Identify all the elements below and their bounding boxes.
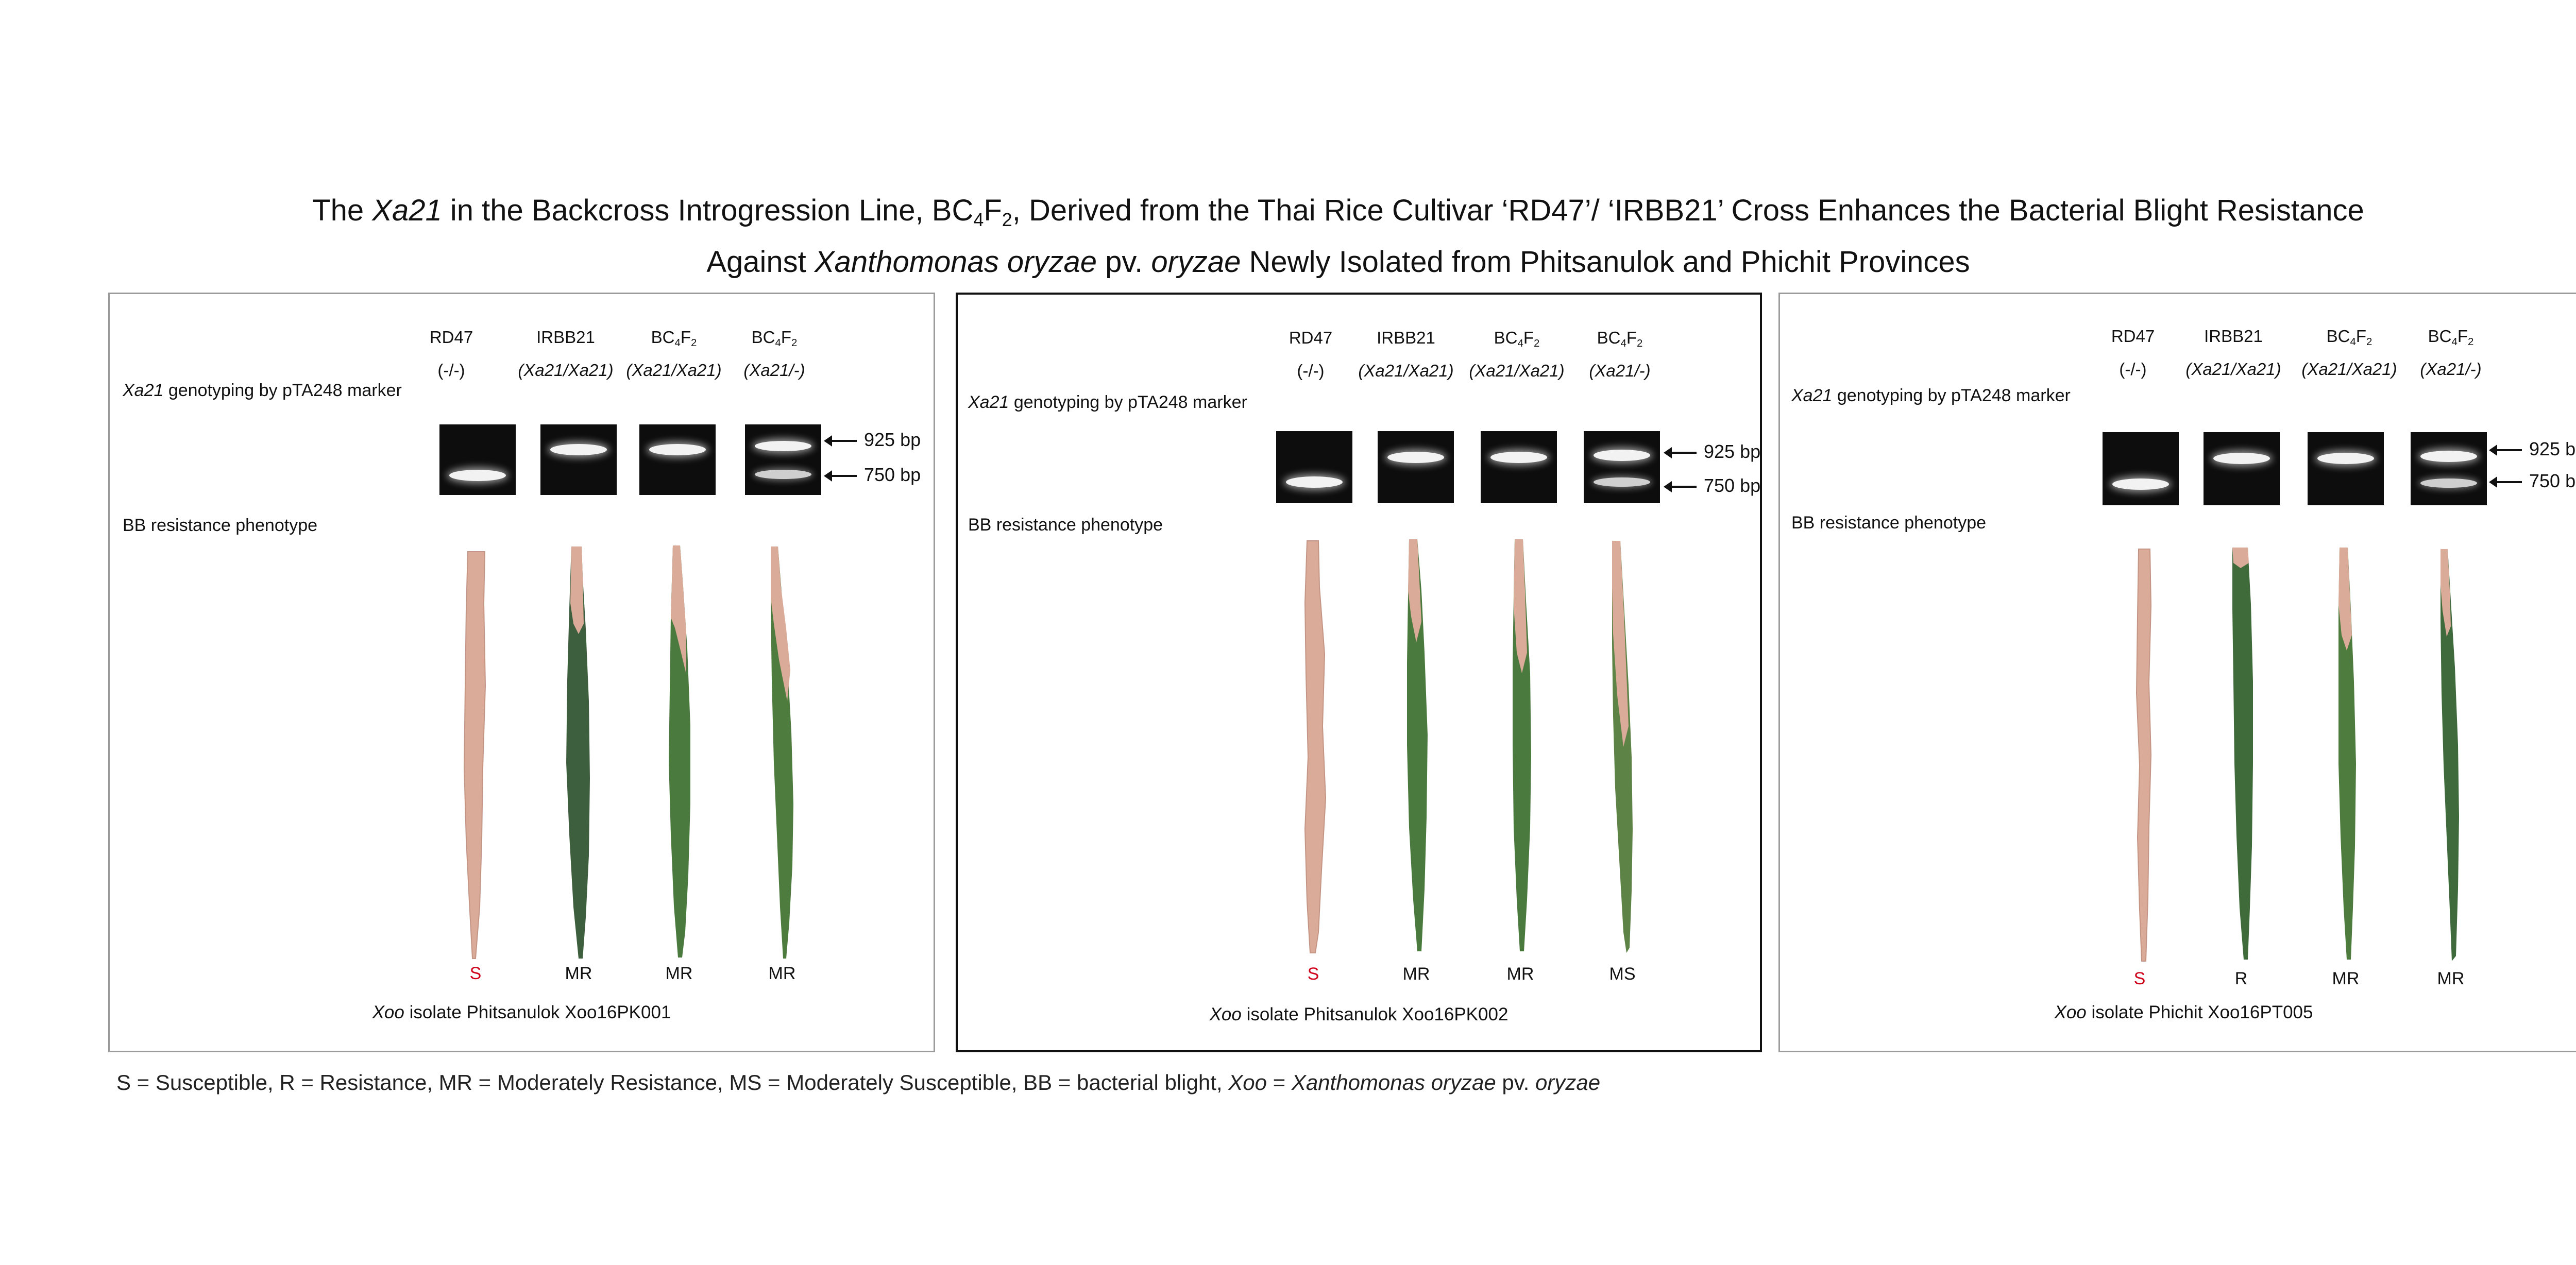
col-head-irbb21: IRBB21 (Xa21/Xa21) xyxy=(518,328,614,380)
leaf-rd47 xyxy=(1304,540,1327,953)
leaf-irbb21 xyxy=(1407,539,1428,951)
marker-750bp: 750 bp xyxy=(824,464,921,486)
col-head-bc4f2-homo: BC4F2 (Xa21/Xa21) xyxy=(1469,328,1565,381)
leaf-rd47 xyxy=(463,551,486,959)
panel-isolate-1: RD47 (-/-) IRBB21 (Xa21/Xa21) BC4F2 (Xa21/X… xyxy=(108,293,935,1052)
gel-lane-irbb21 xyxy=(1378,431,1454,503)
col-head-rd47: RD47 (-/-) xyxy=(1289,328,1333,381)
leaf-irbb21 xyxy=(2232,548,2253,960)
genotyping-label: Xa21 genotyping by pTA248 marker xyxy=(1791,386,2071,405)
leaf-bc4f2-homo xyxy=(1513,539,1531,951)
leaf-bc4f2-homo xyxy=(669,545,690,958)
col-head-bc4f2-het: BC4F2 (Xa21/-) xyxy=(1589,328,1651,381)
col-head-bc4f2-homo: BC4F2 (Xa21/Xa21) xyxy=(2301,327,2397,379)
score-rd47: S xyxy=(469,964,482,983)
figure-legend: S = Susceptible, R = Resistance, MR = Mo… xyxy=(116,1070,1601,1095)
gel-lane-rd47 xyxy=(439,424,516,495)
figure-title-line2: Against Xanthomonas oryzae pv. oryzae Ne… xyxy=(706,245,1970,279)
phenotype-label: BB resistance phenotype xyxy=(123,516,318,535)
col-head-bc4f2-het: BC4F2 (Xa21/-) xyxy=(743,328,805,380)
leaf-irbb21 xyxy=(566,546,590,959)
score-rd47: S xyxy=(2133,969,2146,988)
figure-title-line1: The Xa21 in the Backcross Introgression … xyxy=(312,194,2364,230)
gel-lane-bc4f2-homo xyxy=(639,424,716,495)
arrow-left-icon xyxy=(824,470,857,482)
gel-lane-bc4f2-het xyxy=(2411,432,2487,505)
score-irbb21: R xyxy=(2234,969,2248,988)
gel-lane-bc4f2-homo xyxy=(2308,432,2384,505)
isolate-caption: Xoo isolate Phitsanulok Xoo16PK002 xyxy=(1209,1004,1509,1024)
col-head-rd47: RD47 (-/-) xyxy=(429,328,473,380)
gel-lane-bc4f2-het xyxy=(745,424,821,495)
phenotype-label: BB resistance phenotype xyxy=(1791,513,1987,533)
panel-isolate-3: RD47 (-/-) IRBB21 (Xa21/Xa21) BC4F2 (Xa21/X… xyxy=(1778,293,2576,1052)
leaf-bc4f2-homo xyxy=(2338,548,2356,960)
col-head-rd47: RD47 (-/-) xyxy=(2111,327,2155,379)
leaf-bc4f2-het xyxy=(2441,549,2459,961)
score-bc4f2-het: MR xyxy=(768,964,796,983)
gel-lane-rd47 xyxy=(1276,431,1352,503)
arrow-left-icon xyxy=(2489,445,2522,456)
col-head-bc4f2-het: BC4F2 (Xa21/-) xyxy=(2420,327,2482,379)
arrow-left-icon xyxy=(2489,476,2522,488)
col-head-irbb21: IRBB21 (Xa21/Xa21) xyxy=(1358,328,1454,381)
marker-925bp: 925 bp xyxy=(824,429,921,451)
isolate-caption: Xoo isolate Phitsanulok Xoo16PK001 xyxy=(372,1002,671,1022)
col-head-irbb21: IRBB21 (Xa21/Xa21) xyxy=(2185,327,2281,379)
score-bc4f2-homo: MR xyxy=(2332,969,2360,988)
isolate-caption: Xoo isolate Phichit Xoo16PT005 xyxy=(2054,1002,2313,1022)
leaf-rd47 xyxy=(2136,549,2152,962)
genotyping-label: Xa21 genotyping by pTA248 marker xyxy=(968,392,1247,412)
score-irbb21: MR xyxy=(1402,964,1430,984)
leaf-bc4f2-het xyxy=(771,546,793,959)
arrow-left-icon xyxy=(1664,447,1697,459)
arrow-left-icon xyxy=(1664,481,1697,493)
marker-925bp: 925 bp xyxy=(2489,438,2576,460)
arrow-left-icon xyxy=(824,435,857,447)
panel-isolate-2: RD47 (-/-) IRBB21 (Xa21/Xa21) BC4F2 (Xa21/X… xyxy=(956,293,1762,1052)
gel-lane-bc4f2-het xyxy=(1584,431,1660,503)
marker-925bp: 925 bp xyxy=(1664,441,1760,463)
score-bc4f2-het: MR xyxy=(2437,969,2465,988)
score-bc4f2-homo: MR xyxy=(1506,964,1534,984)
marker-750bp: 750 bp xyxy=(1664,475,1760,497)
leaf-bc4f2-het xyxy=(1612,541,1633,953)
gel-lane-irbb21 xyxy=(2204,432,2280,505)
phenotype-label: BB resistance phenotype xyxy=(968,515,1163,535)
gel-lane-rd47 xyxy=(2103,432,2179,505)
score-bc4f2-homo: MR xyxy=(665,964,693,983)
marker-750bp: 750 bp xyxy=(2489,470,2576,492)
score-irbb21: MR xyxy=(565,964,592,983)
genotyping-label: Xa21 genotyping by pTA248 marker xyxy=(123,381,402,400)
score-rd47: S xyxy=(1307,964,1319,984)
score-bc4f2-het: MS xyxy=(1609,964,1636,984)
gel-lane-irbb21 xyxy=(540,424,617,495)
col-head-bc4f2-homo: BC4F2 (Xa21/Xa21) xyxy=(626,328,722,380)
gel-lane-bc4f2-homo xyxy=(1481,431,1557,503)
